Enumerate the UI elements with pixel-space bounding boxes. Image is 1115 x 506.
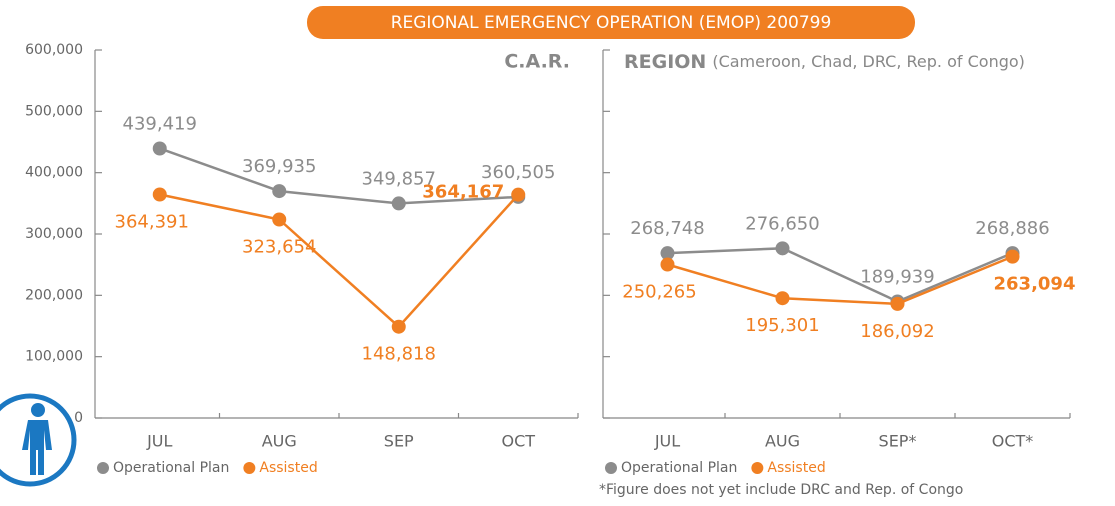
legend-label: Operational Plan xyxy=(621,460,737,476)
value-label: 369,935 xyxy=(242,156,316,177)
banner-title: REGIONAL EMERGENCY OPERATION (EMOP) 2007… xyxy=(391,13,832,33)
data-point xyxy=(660,246,675,261)
x-tick-label: OCT xyxy=(501,432,535,451)
legend-swatch xyxy=(243,462,256,474)
banner xyxy=(307,6,915,39)
value-label: 364,391 xyxy=(115,212,189,233)
x-tick-label: SEP* xyxy=(879,432,917,451)
series-line xyxy=(159,193,520,329)
y-tick-label: 100,000 xyxy=(25,349,83,365)
subtitle: (Cameroon, Chad, DRC, Rep. of Congo) xyxy=(712,52,1025,71)
value-label: 148,818 xyxy=(362,344,436,365)
value-label: 268,886 xyxy=(975,218,1049,239)
legend-label: Assisted xyxy=(259,460,317,476)
x-tick-label: AUG xyxy=(262,432,297,451)
legend-label: Assisted xyxy=(767,460,825,476)
value-label: 189,939 xyxy=(860,267,934,288)
data-point xyxy=(391,196,406,211)
x-tick-label: OCT* xyxy=(992,432,1034,451)
data-point xyxy=(890,296,905,311)
value-label: 186,092 xyxy=(860,321,934,342)
data-point xyxy=(1005,249,1020,264)
chart-title: REGION (Cameroon, Chad, DRC, Rep. of Cong… xyxy=(624,51,1025,73)
y-tick-label: 0 xyxy=(74,410,83,426)
value-label: 360,505 xyxy=(481,162,555,183)
x-tick-label: SEP xyxy=(384,432,414,451)
value-label: 250,265 xyxy=(622,282,696,303)
y-tick-label: 500,000 xyxy=(25,103,83,119)
legend-swatch xyxy=(751,462,764,474)
data-point xyxy=(272,212,287,227)
legend-label: Operational Plan xyxy=(113,460,229,476)
x-tick-label: AUG xyxy=(765,432,800,451)
data-point xyxy=(152,187,167,202)
logo xyxy=(0,393,77,487)
chart-title: C.A.R. xyxy=(504,51,570,73)
value-label: 349,857 xyxy=(362,168,436,189)
data-point xyxy=(511,187,526,202)
value-label: 364,167 xyxy=(422,182,504,203)
series-line xyxy=(667,247,1013,303)
data-point xyxy=(775,241,790,256)
legend-swatch xyxy=(605,462,617,474)
x-tick-label: JUL xyxy=(654,432,680,451)
data-point xyxy=(152,141,167,156)
data-point xyxy=(660,257,675,272)
x-tick-label: JUL xyxy=(146,432,172,451)
value-label: 323,654 xyxy=(242,236,316,257)
series-line xyxy=(667,255,1013,306)
series-line xyxy=(159,147,519,205)
value-label: 263,094 xyxy=(994,274,1076,295)
title: REGION xyxy=(624,51,706,73)
value-label: 276,650 xyxy=(745,213,819,234)
y-tick-label: 300,000 xyxy=(25,226,83,242)
legend-swatch xyxy=(97,462,109,474)
value-label: 268,748 xyxy=(630,218,704,239)
value-label: 439,419 xyxy=(123,113,197,134)
data-point xyxy=(391,319,406,334)
data-point xyxy=(775,291,790,306)
y-tick-label: 400,000 xyxy=(25,165,83,181)
y-tick-label: 200,000 xyxy=(25,287,83,303)
y-tick-label: 600,000 xyxy=(25,42,83,58)
footnote: *Figure does not yet include DRC and Rep… xyxy=(599,482,963,498)
data-point xyxy=(272,184,287,199)
value-label: 195,301 xyxy=(745,315,819,336)
